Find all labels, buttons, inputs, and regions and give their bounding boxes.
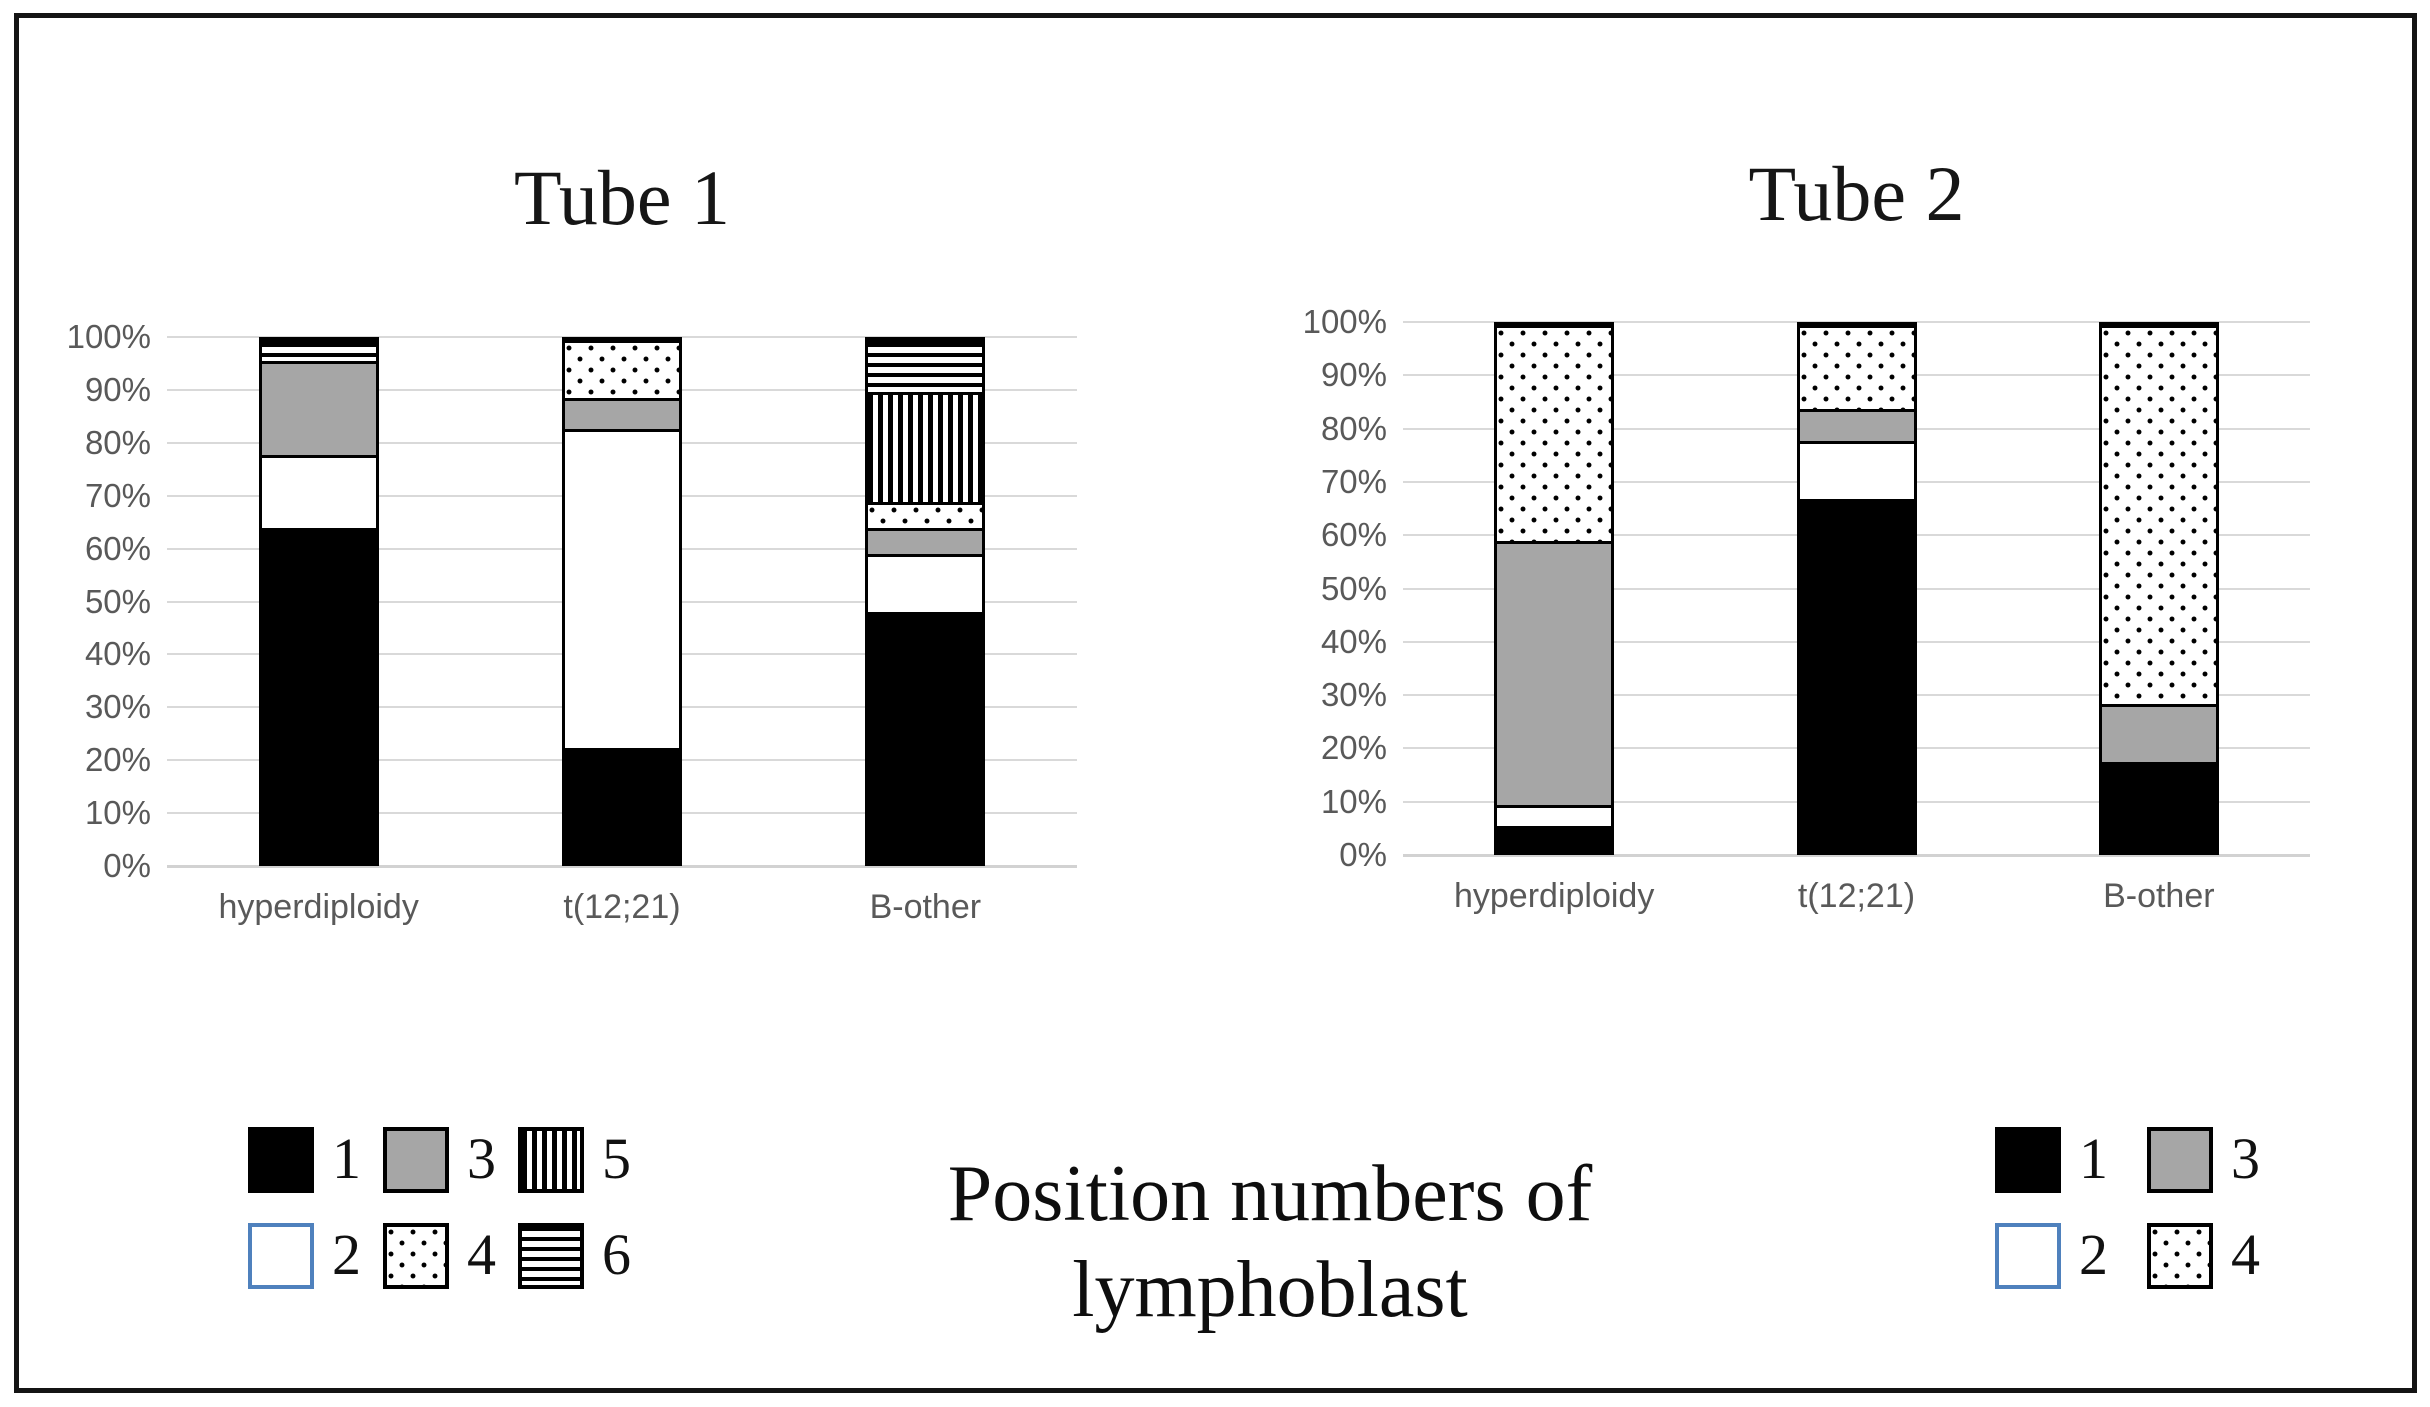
- legend-label-4: 4: [467, 1222, 496, 1287]
- y-tick-30%: 30%: [84, 688, 151, 726]
- figure-caption: Position numbers of lymphoblast: [947, 1150, 1593, 1334]
- y-tick-90%: 90%: [84, 370, 151, 408]
- x-label-B-other: B-other: [2103, 877, 2215, 915]
- legend-swatch-dots: [2147, 1223, 2213, 1289]
- bar-segment-B-other-series-4: [2101, 325, 2216, 705]
- legend-swatch-vstripes: [518, 1127, 584, 1193]
- bar-segment-hyperdiploidy-series-6: [261, 340, 376, 361]
- legend-swatch-hstripes: [518, 1223, 584, 1289]
- bar-segment-t(12;21)-series-2: [565, 428, 679, 748]
- legend-label-2: 2: [332, 1222, 361, 1287]
- y-tick-0%: 0%: [103, 847, 151, 884]
- y-tick-70%: 70%: [1320, 462, 1387, 500]
- bar-segment-hyperdiploidy-series-2: [1497, 804, 1612, 826]
- bar-hyperdiploidy: [258, 337, 379, 866]
- bar-segment-t(12;21)-series-3: [565, 397, 679, 429]
- bar-segment-hyperdiploidy-series-1: [261, 528, 376, 863]
- legend-swatch-white: [1995, 1223, 2061, 1289]
- y-tick-10%: 10%: [84, 794, 151, 832]
- legend-label-2: 2: [2079, 1222, 2108, 1287]
- bar-segment-hyperdiploidy-series-3: [261, 360, 376, 456]
- legend-label-1: 1: [2079, 1126, 2108, 1191]
- y-tick-40%: 40%: [1320, 622, 1387, 660]
- bar-segment-B-other-series-1: [2101, 762, 2216, 852]
- gridline-0%: [167, 865, 1077, 868]
- x-label-B-other: B-other: [869, 888, 982, 926]
- y-tick-90%: 90%: [1320, 356, 1387, 394]
- legend-swatch-gray: [2147, 1127, 2213, 1193]
- bar-segment-hyperdiploidy-series-1: [1497, 825, 1612, 852]
- y-tick-40%: 40%: [84, 635, 151, 673]
- y-tick-60%: 60%: [1320, 516, 1387, 554]
- legend-swatch-gray: [383, 1127, 449, 1193]
- legend-label-3: 3: [2231, 1126, 2260, 1191]
- y-tick-100%: 100%: [1302, 303, 1387, 340]
- x-label-t(12;21): t(12;21): [563, 888, 681, 926]
- y-tick-80%: 80%: [84, 423, 151, 461]
- figure-border: [14, 13, 2417, 1393]
- legend-swatch-black: [248, 1127, 314, 1193]
- bar-hyperdiploidy: [1494, 322, 1615, 855]
- y-tick-100%: 100%: [66, 318, 151, 355]
- bar-B-other: [865, 337, 986, 866]
- chart-title-tube1: Tube 1: [513, 154, 731, 241]
- bar-segment-t(12;21)-series-1: [1799, 498, 1914, 852]
- legend-label-1: 1: [332, 1126, 361, 1191]
- plot-area-tube1: 0% 10% 20% 30% 40% 50% 60% 70% 80% 90% 100% hyperdi…: [67, 318, 1077, 926]
- bar-segment-t(12;21)-series-4: [1799, 325, 1914, 410]
- bar-segment-B-other-series-3: [868, 528, 983, 555]
- y-tick-20%: 20%: [84, 741, 151, 779]
- x-label-hyperdiploidy: hyperdiploidy: [218, 888, 419, 926]
- bar-segment-B-other-series-1: [868, 611, 983, 863]
- bar-segment-hyperdiploidy-series-2: [261, 455, 376, 529]
- bar-segment-B-other-series-3: [2101, 704, 2216, 763]
- legend-swatch-dots: [383, 1223, 449, 1289]
- y-tick-30%: 30%: [1320, 676, 1387, 714]
- plot-area-tube2: 0% 10% 20% 30% 40% 50% 60% 70% 80% 90% 100% hyperdi…: [1303, 303, 2310, 915]
- gridline-0%: [1403, 854, 2310, 857]
- x-label-hyperdiploidy: hyperdiploidy: [1453, 877, 1655, 915]
- bar-t(12;21): [562, 337, 682, 866]
- bar-segment-B-other-series-2: [868, 554, 983, 612]
- legend-label-3: 3: [467, 1126, 496, 1191]
- bar-segment-t(12;21)-series-1: [565, 747, 679, 863]
- legend-swatch-white: [248, 1223, 314, 1289]
- y-tick-0%: 0%: [1339, 836, 1387, 873]
- y-tick-10%: 10%: [1320, 782, 1387, 820]
- bar-segment-t(12;21)-series-3: [1799, 409, 1914, 441]
- y-tick-20%: 20%: [1320, 729, 1387, 767]
- bar-segment-B-other-series-5: [868, 392, 983, 503]
- legend-swatch-black: [1995, 1127, 2061, 1193]
- bar-segment-hyperdiploidy-series-4: [1497, 325, 1612, 542]
- y-tick-50%: 50%: [84, 582, 151, 620]
- legend-label-5: 5: [602, 1126, 631, 1191]
- y-tick-60%: 60%: [84, 529, 151, 567]
- bar-segment-hyperdiploidy-series-3: [1497, 541, 1612, 805]
- chart-title-tube2: Tube 2: [1748, 150, 1965, 237]
- y-tick-70%: 70%: [84, 476, 151, 514]
- y-tick-80%: 80%: [1320, 409, 1387, 447]
- bar-segment-t(12;21)-series-4: [565, 340, 679, 398]
- legend-label-6: 6: [602, 1222, 631, 1287]
- bar-segment-t(12;21)-series-2: [1799, 440, 1914, 499]
- bar-t(12;21): [1796, 322, 1917, 855]
- bar-B-other: [2098, 322, 2219, 855]
- bar-segment-B-other-series-6: [868, 340, 983, 393]
- legend-label-4: 4: [2231, 1222, 2260, 1287]
- y-tick-50%: 50%: [1320, 569, 1387, 607]
- x-label-t(12;21): t(12;21): [1797, 877, 1916, 915]
- bar-segment-B-other-series-4: [868, 502, 983, 529]
